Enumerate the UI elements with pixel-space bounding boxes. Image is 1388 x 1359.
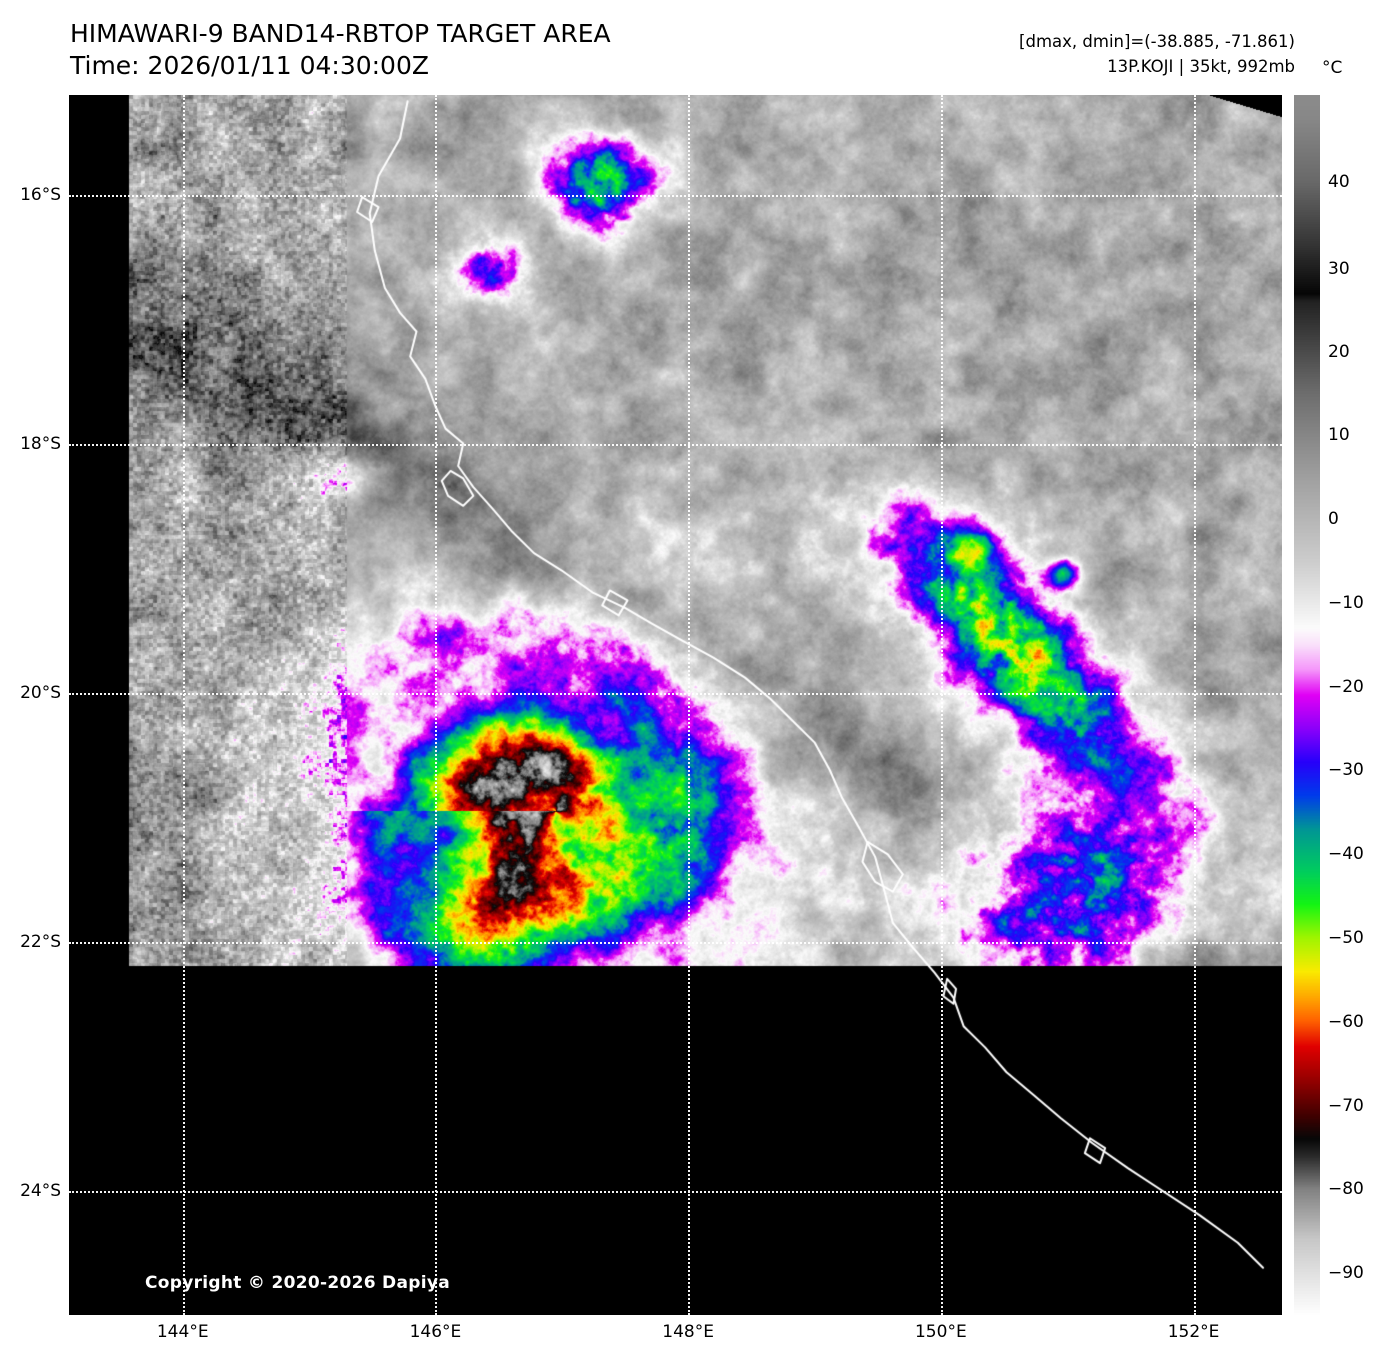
lat-tick-label-3: 22°S [20,931,61,952]
lon-tick-label-2: 148°E [662,1322,714,1342]
colorbar-tick-7: −30 [1328,760,1364,781]
gridline-lat [69,1190,1282,1193]
colorbar-tick-1: 30 [1328,258,1350,279]
colorbar-tick-11: −70 [1328,1095,1364,1116]
colorbar-tick-10: −60 [1328,1011,1364,1032]
lon-tick-label-0: 144°E [156,1322,209,1342]
colorbar-tick-2: 20 [1328,341,1350,362]
colorbar-tick-5: −10 [1328,592,1364,613]
lon-tick-label-3: 150°E [914,1322,967,1342]
satellite-imagery-canvas [69,95,1282,1315]
colorbar-tick-4: 0 [1328,509,1339,530]
lat-tick-label-4: 24°S [20,1180,61,1201]
colorbar-unit-label: °C [1322,58,1343,78]
lon-tick-label-1: 146°E [409,1322,462,1342]
colorbar-tick-9: −50 [1328,928,1364,949]
colorbar-tick-0: 40 [1328,171,1350,192]
gridline-lon [1193,95,1196,1315]
header-meta-block: [dmax, dmin]=(-38.885, -71.861) 13P.KOJI… [1019,30,1295,80]
lat-tick-label-2: 20°S [20,682,61,703]
lat-tick-label-0: 16°S [20,184,61,205]
colorbar-tick-3: 10 [1328,425,1350,446]
colorbar-upper-segment [1294,95,1320,293]
timestamp-label: Time: 2026/01/11 04:30:00Z [70,51,429,80]
colorbar-tick-6: −20 [1328,676,1364,697]
dmax-dmin-label: [dmax, dmin]=(-38.885, -71.861) [1019,32,1295,51]
gridline-lat [69,941,1282,944]
copyright-label: Copyright © 2020-2026 Dapiya [145,1273,450,1293]
satellite-image-plot[interactable]: Copyright © 2020-2026 Dapiya [69,95,1282,1315]
lon-tick-label-4: 152°E [1167,1322,1220,1342]
gridline-lat [69,194,1282,197]
gridline-lon [182,95,185,1315]
colorbar-lower-segment [1294,293,1320,1315]
page-title: HIMAWARI-9 BAND14-RBTOP TARGET AREA [70,19,611,48]
gridline-lon [435,95,438,1315]
colorbar-tick-13: −90 [1328,1263,1364,1284]
gridline-lon [688,95,691,1315]
colorbar-tick-12: −80 [1328,1179,1364,1200]
storm-info-label: 13P.KOJI | 35kt, 992mb [1107,56,1295,76]
gridline-lat [69,443,1282,446]
gridline-lat [69,692,1282,695]
colorbar-tick-8: −40 [1328,844,1364,865]
gridline-lon [940,95,943,1315]
header-title-block: HIMAWARI-9 BAND14-RBTOP TARGET AREA Time… [70,18,770,82]
lat-tick-label-1: 18°S [20,433,61,454]
colorbar[interactable] [1294,95,1320,1315]
